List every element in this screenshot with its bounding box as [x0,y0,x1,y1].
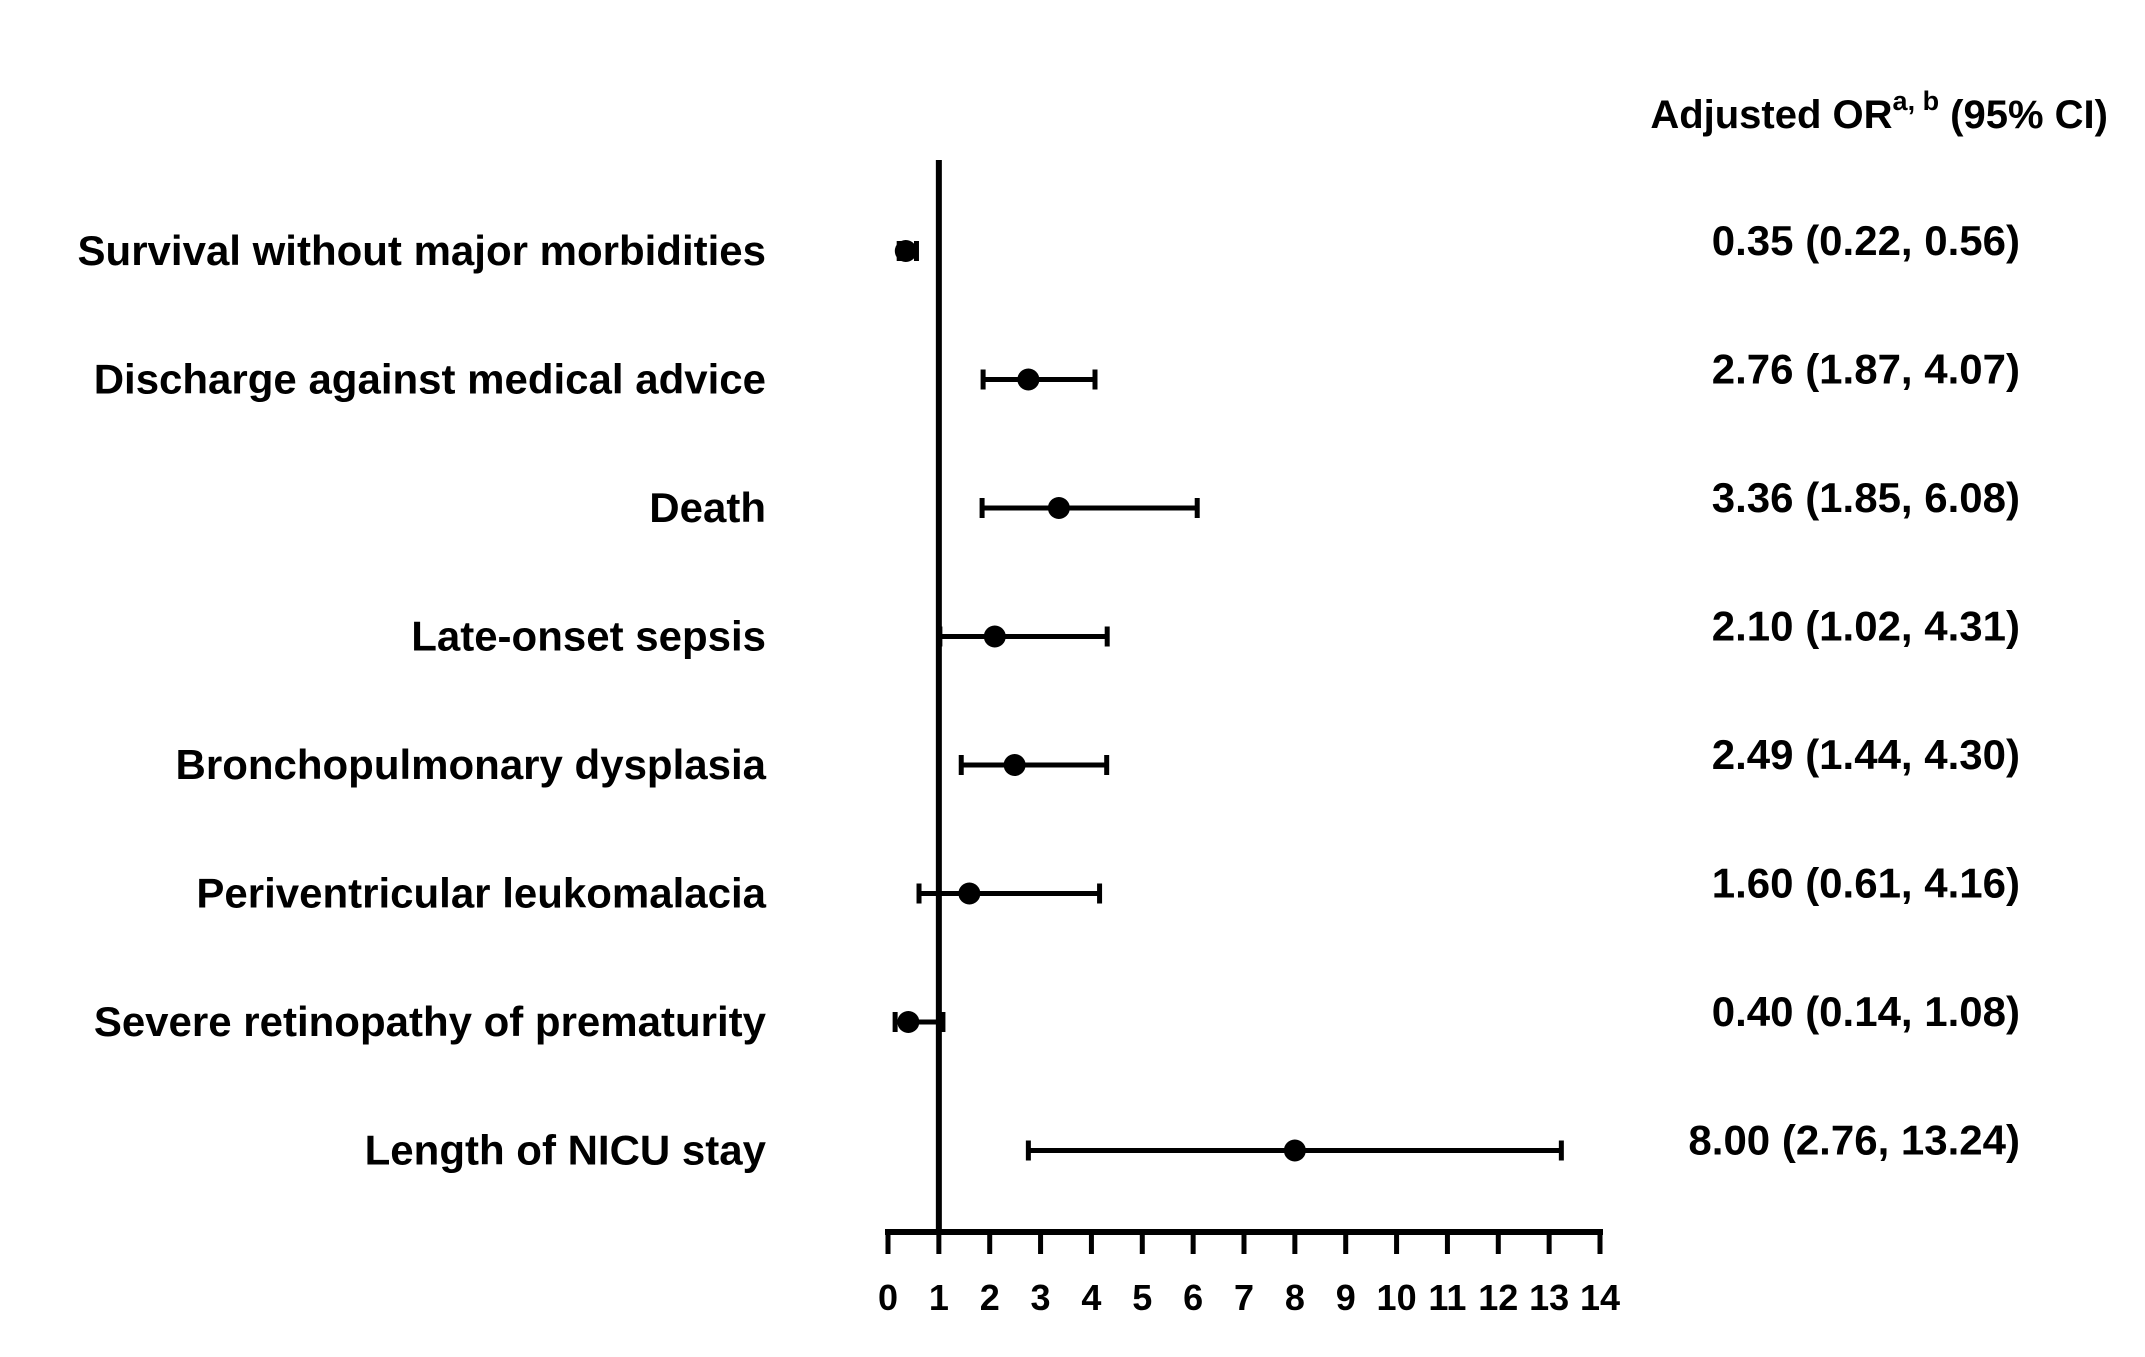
x-tick-label: 6 [1183,1277,1203,1318]
x-axis: 0 1 2 3 4 5 6 7 8 9 10 11 12 13 14 [878,1229,1620,1318]
x-tick-label: 8 [1285,1277,1305,1318]
x-tick-label: 10 [1377,1277,1417,1318]
x-tick-label: 12 [1478,1277,1518,1318]
point-estimate [983,625,1006,648]
row-label: Late-onset sepsis [411,613,766,660]
row-label: Severe retinopathy of prematurity [94,998,767,1045]
estimate-text: 2.49 (1.44, 4.30) [1712,731,2020,778]
forest-row: Bronchopulmonary dysplasia 2.49 (1.44, 4.… [176,731,2020,788]
row-label: Periventricular leukomalacia [196,870,766,917]
estimate-text: 3.36 (1.85, 6.08) [1712,474,2020,521]
estimate-text: 2.76 (1.87, 4.07) [1712,346,2020,393]
x-tick-label: 1 [929,1277,949,1318]
x-tick-label: 4 [1081,1277,1101,1318]
estimate-text: 1.60 (0.61, 4.16) [1712,860,2020,907]
x-tick-label: 0 [878,1277,898,1318]
x-tick-label: 2 [980,1277,1000,1318]
estimate-text: 0.35 (0.22, 0.56) [1712,217,2020,264]
header-rest: (95% CI) [1939,93,2108,137]
forest-row: Length of NICU stay 8.00 (2.76, 13.24) [365,1117,2020,1174]
estimate-text: 8.00 (2.76, 13.24) [1688,1117,2020,1164]
header-superscript: a, b [1893,86,1940,116]
row-label: Death [649,484,766,531]
x-tick-label: 13 [1529,1277,1569,1318]
row-label: Discharge against medical advice [94,356,766,403]
point-estimate [1047,497,1070,519]
point-estimate [1283,1139,1306,1162]
forest-row: Survival without major morbidities 0.35 (… [78,217,2020,274]
header-main: Adjusted OR [1650,93,1892,137]
x-tick-label: 11 [1428,1277,1466,1318]
point-estimate [1017,368,1040,391]
forest-row: Death 3.36 (1.85, 6.08) [649,474,2020,531]
x-tick-label: 9 [1336,1277,1356,1318]
x-tick-label: 5 [1132,1277,1152,1318]
point-estimate [1003,754,1026,776]
estimate-text: 0.40 (0.14, 1.08) [1712,988,2020,1035]
forest-row: Discharge against medical advice 2.76 (1.… [94,346,2020,403]
x-tick-label: 14 [1580,1277,1620,1318]
forest-row: Late-onset sepsis 2.10 (1.02, 4.31) [411,603,2020,660]
forest-rows: Survival without major morbidities 0.35 (… [78,160,2020,1232]
row-label: Bronchopulmonary dysplasia [176,741,767,788]
estimate-column-header: Adjusted ORa, b (95% CI) [1650,86,2108,137]
estimate-text: 2.10 (1.02, 4.31) [1712,603,2020,650]
point-estimate [958,882,981,905]
point-estimate [897,1011,920,1033]
forest-row: Periventricular leukomalacia 1.60 (0.61, … [196,860,2020,917]
row-label: Length of NICU stay [365,1127,767,1174]
x-tick-label: 3 [1031,1277,1051,1318]
x-tick-label: 7 [1234,1277,1254,1318]
row-label: Survival without major morbidities [78,227,766,274]
point-estimate [894,240,917,262]
forest-row: Severe retinopathy of prematurity 0.40 (0… [94,988,2020,1045]
